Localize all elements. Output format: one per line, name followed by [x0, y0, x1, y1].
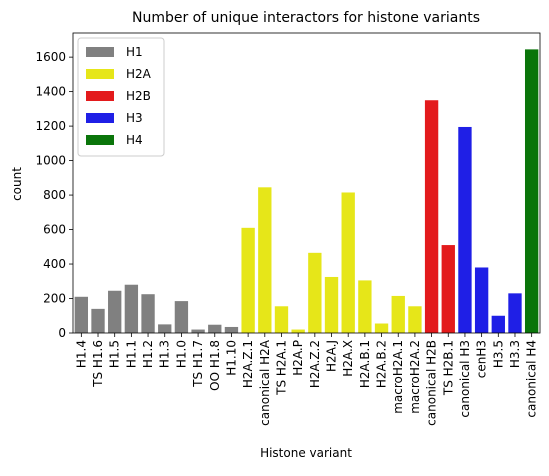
- x-tick-label: H1.5: [108, 340, 122, 368]
- x-tick-label: H2A.P: [291, 340, 305, 376]
- x-tick-label: OO H1.8: [208, 340, 222, 391]
- bar-canonical-h4: [524, 49, 539, 334]
- legend-swatch-h1: [86, 47, 114, 57]
- bar-oo-h1-8: [208, 324, 222, 333]
- legend-label-h3: H3: [126, 111, 143, 125]
- bar-h2a-b-1: [358, 280, 372, 333]
- x-tick-label: H1.2: [141, 340, 155, 368]
- bar-ts-h2b-1: [441, 245, 455, 333]
- x-tick-label: H2A.X: [341, 340, 355, 377]
- bar-h3-5: [491, 315, 505, 333]
- x-tick-label: TS H1.7: [191, 340, 205, 388]
- bar-h2a-z-2: [308, 252, 322, 333]
- bar-h2a-b-2: [374, 323, 389, 333]
- y-tick-label: 800: [43, 188, 66, 202]
- legend-swatch-h2a: [86, 69, 114, 79]
- x-tick-label: H2A.B.2: [375, 340, 389, 388]
- y-tick-label: 1400: [35, 85, 66, 99]
- legend-label-h1: H1: [126, 45, 143, 59]
- bar-h2a-p: [291, 329, 305, 333]
- x-tick-label: macroH2A.2: [408, 340, 422, 414]
- y-axis-label: count: [10, 167, 24, 201]
- x-tick-label: TS H2B.1: [441, 340, 455, 396]
- legend-label-h2b: H2B: [126, 89, 151, 103]
- legend-label-h2a: H2A: [126, 67, 152, 81]
- bar-h2a-x: [341, 192, 355, 333]
- y-axis-ticks: 0 200 400 600 800 1000 1200 1400 1600: [35, 50, 73, 340]
- legend-box: [77, 37, 165, 157]
- x-tick-label: H2A.J: [325, 340, 339, 372]
- bar-h1-3: [158, 324, 172, 333]
- x-tick-label: H3.3: [508, 340, 522, 368]
- legend: H1 H2A H2B H3 H4: [77, 37, 165, 157]
- x-tick-label: cenH3: [475, 340, 489, 378]
- y-tick-label: 1600: [35, 50, 66, 64]
- x-tick-label: H2A.Z.1: [241, 340, 255, 388]
- bar-ts-h2a-1: [274, 306, 289, 333]
- x-tick-label: H1.10: [224, 340, 238, 376]
- x-tick-label: canonical H3: [458, 340, 472, 418]
- bar-h1-1: [124, 284, 139, 333]
- bar-macroh2a-2: [408, 306, 422, 333]
- x-tick-label: TS H2A.1: [274, 340, 288, 396]
- y-tick-label: 200: [43, 292, 66, 306]
- bars-group: [74, 49, 539, 334]
- bar-h3-3: [508, 293, 522, 333]
- y-tick-label: 600: [43, 223, 66, 237]
- x-tick-label: canonical H2A: [258, 339, 272, 426]
- bar-h1-5: [108, 290, 122, 333]
- legend-label-h4: H4: [126, 133, 143, 147]
- bar-h1-2: [141, 294, 155, 333]
- x-axis-ticks: H1.4 TS H1.6 H1.5 H1.1 H1.2 H1.3 H1.0 TS H1.7 OO…: [74, 333, 539, 426]
- x-tick-label: canonical H2B: [425, 340, 439, 426]
- bar-canonical-h2b: [424, 100, 439, 333]
- bar-h2a-j: [324, 276, 339, 333]
- x-axis-label: Histone variant: [260, 446, 352, 460]
- bar-h1-4: [74, 296, 89, 333]
- x-tick-label: H3.5: [491, 340, 505, 368]
- x-tick-label: H1.0: [174, 340, 188, 368]
- bar-h1-0: [174, 301, 189, 333]
- x-tick-label: macroH2A.1: [391, 340, 405, 414]
- x-tick-label: H1.3: [158, 340, 172, 368]
- bar-ts-h1-6: [91, 308, 105, 333]
- x-tick-label: H1.4: [74, 340, 88, 368]
- legend-swatch-h2b: [86, 91, 114, 101]
- bar-ts-h1-7: [191, 329, 205, 333]
- bar-cenh3: [474, 267, 489, 333]
- bar-macroh2a-1: [391, 295, 405, 333]
- y-tick-label: 400: [43, 257, 66, 271]
- y-tick-label: 0: [58, 326, 66, 340]
- bar-h2a-z-1: [241, 227, 255, 333]
- x-tick-label: H2A.B.1: [358, 340, 372, 388]
- bar-h1-10: [224, 326, 239, 333]
- y-tick-label: 1000: [35, 154, 66, 168]
- x-tick-label: TS H1.6: [91, 340, 105, 388]
- legend-swatch-h4: [86, 135, 114, 145]
- x-tick-label: H2A.Z.2: [308, 340, 322, 388]
- x-tick-label: canonical H4: [525, 340, 539, 418]
- x-tick-label: H1.1: [124, 340, 138, 368]
- bar-canonical-h3: [458, 126, 472, 333]
- legend-swatch-h3: [86, 113, 114, 123]
- y-tick-label: 1200: [35, 119, 66, 133]
- chart-title: Number of unique interactors for histone…: [132, 10, 480, 26]
- bar-canonical-h2a: [258, 187, 272, 333]
- plot-frame: [72, 32, 541, 334]
